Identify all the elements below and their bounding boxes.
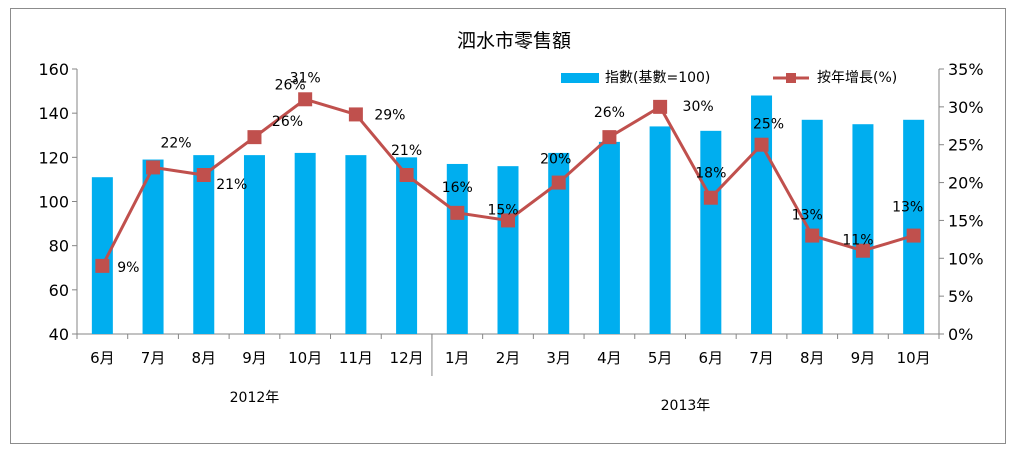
line-data-label: 16% — [442, 180, 473, 196]
line-point — [906, 228, 921, 243]
bar — [91, 177, 113, 334]
x-axis-labels: 6月 7月 8月 9月 10月 11月 12月 1月 2月 3月 4月 5月 6月 7月 8月 9月 10月 20… — [90, 334, 931, 414]
bar — [142, 159, 164, 334]
x-tick-label: 9月 — [851, 349, 876, 367]
y-left-tick-label: 60 — [49, 281, 69, 300]
y-right-tick-label: 35% — [948, 60, 984, 79]
legend-label-bar: 指數(基數=100) — [605, 69, 710, 86]
bar — [700, 130, 722, 334]
line-data-label: 26% — [272, 114, 303, 130]
y-right-tick-label: 20% — [948, 174, 984, 193]
line-point — [196, 168, 211, 182]
line-point — [602, 130, 617, 145]
chart-title: 泗水市零售額 — [457, 30, 571, 52]
x-tick-label: 1月 — [445, 349, 470, 367]
line-point — [399, 168, 414, 182]
x-tick-label: 6月 — [90, 349, 115, 367]
chart-svg: 泗水市零售額 指數(基數=100) 按年增長(%) 40 60 80 100 120 14… — [38, 30, 983, 414]
y-left-tick-label: 160 — [38, 60, 69, 79]
line-point — [95, 258, 110, 273]
line-data-label: 21% — [216, 177, 247, 193]
y-right-tick-label: 10% — [948, 249, 984, 268]
x-tick-label: 8月 — [800, 349, 825, 367]
x-tick-label: 11月 — [339, 349, 373, 367]
legend-swatch-marker — [786, 73, 796, 83]
line-point — [551, 175, 566, 190]
bar — [649, 126, 671, 335]
x-tick-label: 10月 — [288, 349, 322, 367]
line-data-label: 18% — [695, 166, 726, 182]
bar — [345, 155, 367, 334]
line-data-label: 21% — [391, 143, 422, 159]
line-point — [450, 205, 465, 220]
y-right-tick-label: 15% — [948, 211, 984, 230]
line-point — [501, 213, 515, 228]
bar — [852, 124, 874, 334]
chart-frame: 泗水市零售額 指數(基數=100) 按年增長(%) 40 60 80 100 120 14… — [10, 8, 1006, 444]
line-data-label: 25% — [753, 117, 784, 133]
line-data-label: 22% — [160, 135, 191, 151]
x-tick-label: 7月 — [749, 349, 774, 367]
bar — [903, 119, 925, 335]
y-right-tick-label: 0% — [948, 325, 973, 344]
line-point — [703, 190, 718, 205]
x-tick-label: 4月 — [597, 349, 622, 367]
line-point — [805, 228, 820, 243]
bar — [497, 166, 519, 334]
y-right-tick-label: 30% — [948, 98, 984, 117]
line-data-label: 26% — [594, 105, 625, 121]
x-tick-label: 5月 — [648, 349, 673, 367]
line-data-label: 26% — [275, 77, 306, 93]
axes: 40 60 80 100 120 140 160 0% 5% 10% 15% 20% 25% 30% 35% — [38, 60, 983, 344]
x-tick-label: 10月 — [897, 349, 931, 367]
x-tick-label: 2月 — [496, 349, 521, 367]
line-point — [855, 243, 870, 258]
line-point — [247, 130, 262, 145]
line-data-label: 20% — [540, 152, 571, 168]
line-data-label: 11% — [842, 233, 873, 249]
line-data-label: 9% — [117, 260, 139, 276]
bar — [294, 152, 316, 334]
line-data-label: 31% — [290, 70, 321, 86]
line-point — [653, 99, 668, 114]
bar — [801, 119, 823, 335]
y-left-tick-label: 100 — [38, 193, 69, 212]
y-left-tick-label: 120 — [38, 148, 69, 167]
bar — [396, 157, 418, 334]
bar — [243, 155, 265, 334]
x-tick-label: 3月 — [546, 349, 571, 367]
bar — [193, 155, 215, 334]
line-data-label: 13% — [792, 208, 823, 224]
line-point — [298, 92, 313, 107]
y-left-tick-label: 80 — [49, 237, 69, 256]
line-data-label: 13% — [892, 200, 923, 216]
x-tick-label: 12月 — [390, 349, 424, 367]
y-right-tick-label: 25% — [948, 136, 984, 155]
legend-swatch-bar — [561, 73, 599, 83]
bar — [548, 152, 570, 334]
bar — [598, 141, 620, 334]
year-group-label: 2012年 — [230, 390, 280, 406]
legend-label-line: 按年增長(%) — [817, 70, 897, 86]
line-series: 9% 22% 21% 26% 26% 29% 21% 16% 15% 20% 26% 30% 18% 25… — [95, 70, 923, 276]
y-left-tick-label: 140 — [38, 104, 69, 123]
legend: 指數(基數=100) 按年增長(%) — [561, 69, 897, 86]
x-tick-label: 8月 — [191, 349, 216, 367]
x-tick-label: 6月 — [699, 349, 724, 367]
year-group-label: 2013年 — [661, 398, 711, 414]
x-tick-label: 9月 — [242, 349, 267, 367]
line-data-label: 15% — [487, 202, 518, 218]
x-tick-label: 7月 — [141, 349, 166, 367]
y-right-tick-label: 5% — [948, 287, 973, 306]
line-data-label: 29% — [374, 107, 405, 123]
line-point — [348, 107, 363, 122]
line-point — [754, 137, 769, 152]
line-point — [146, 160, 161, 175]
y-left-tick-label: 40 — [49, 325, 69, 344]
line-data-label: 30% — [683, 99, 714, 115]
